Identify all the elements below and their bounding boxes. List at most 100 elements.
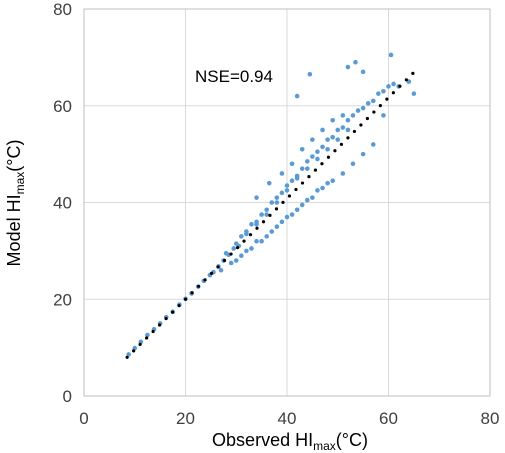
data-point (365, 101, 371, 106)
data-point (335, 127, 341, 133)
data-point (388, 52, 394, 58)
data-point (279, 219, 285, 225)
data-point (223, 250, 229, 256)
x-axis-title-main: Observed HI (212, 430, 313, 450)
fit-line-dot (222, 258, 227, 263)
data-point (310, 137, 315, 142)
fit-line-dot (339, 142, 344, 146)
fit-line-dot (216, 265, 220, 269)
data-point (376, 91, 381, 96)
data-point (231, 246, 237, 251)
gridlines (84, 9, 490, 396)
fit-line-dot (158, 323, 162, 327)
data-point (335, 137, 341, 142)
data-point (126, 352, 131, 357)
data-point (305, 197, 310, 203)
data-point (259, 212, 264, 217)
y-tick-label: 60 (53, 97, 72, 116)
data-point (254, 238, 259, 244)
fit-line-dot (190, 291, 194, 295)
data-point (340, 113, 346, 118)
data-point (330, 178, 335, 184)
data-point (325, 180, 330, 186)
y-axis-title: Model HImax(°C) (4, 140, 27, 267)
data-point (145, 332, 150, 338)
data-point (249, 246, 254, 251)
fit-line-dot (248, 233, 253, 237)
data-point (320, 185, 325, 191)
data-point (274, 200, 280, 205)
data-point (239, 234, 244, 239)
data-point (305, 159, 310, 164)
fit-line-dot (313, 168, 318, 172)
data-point (345, 64, 351, 70)
data-point (360, 105, 366, 111)
data-point (274, 224, 280, 229)
fit-line-dot (378, 104, 382, 108)
data-point (370, 98, 376, 104)
data-point (284, 183, 290, 188)
y-tick-label: 0 (63, 387, 72, 406)
fit-line-dot (132, 349, 136, 353)
data-point (315, 188, 320, 193)
fit-line-dot (151, 329, 155, 334)
fit-line-dot (398, 84, 402, 88)
data-point (381, 88, 386, 94)
fit-line-dot (235, 245, 240, 250)
data-point (299, 202, 305, 208)
y-tick-labels: 0 20 40 60 80 (53, 0, 72, 406)
fit-line-dot (320, 162, 324, 166)
data-point (228, 260, 234, 266)
observation-points (126, 52, 417, 357)
data-point (264, 212, 270, 217)
data-point (340, 171, 346, 176)
fit-line-dot (125, 355, 129, 359)
data-point (386, 84, 391, 89)
x-axis-title: Observed HImax(°C) (212, 430, 368, 453)
data-point (381, 113, 386, 118)
data-point (284, 214, 290, 220)
data-point (254, 221, 259, 227)
fit-line-dot (385, 97, 389, 101)
data-point (294, 93, 300, 99)
fit-line-dot (145, 336, 149, 340)
x-tick-label: 40 (278, 409, 297, 428)
y-tick-label: 40 (53, 194, 72, 213)
data-point (289, 178, 295, 184)
data-point (325, 146, 330, 152)
data-point (315, 149, 320, 155)
data-point (274, 195, 280, 200)
data-point (320, 127, 325, 133)
data-point (350, 113, 356, 118)
data-point (244, 248, 249, 254)
fit-line (125, 71, 415, 359)
fit-line-dot (242, 239, 246, 243)
data-point (289, 161, 295, 167)
x-axis-title-unit: (°C) (336, 430, 368, 450)
fit-line-dot (255, 226, 259, 230)
data-point (266, 180, 272, 186)
data-point (360, 151, 366, 157)
fit-line-dot (209, 271, 214, 276)
fit-line-dot (411, 71, 415, 75)
y-tick-label: 20 (53, 290, 72, 309)
fit-line-dot (326, 155, 331, 159)
data-point (218, 267, 224, 273)
data-point (310, 154, 315, 159)
y-tick-label: 80 (53, 0, 72, 19)
fit-line-dot (164, 316, 168, 321)
data-point (391, 81, 396, 87)
data-point (233, 258, 239, 263)
data-point (269, 200, 275, 205)
data-point (279, 190, 285, 196)
data-point (279, 171, 285, 176)
fit-line-dot (333, 149, 337, 153)
data-point (315, 156, 320, 162)
data-point (264, 234, 270, 239)
data-point (249, 221, 254, 227)
data-point (299, 146, 305, 152)
y-axis-title-subscript: max (13, 172, 27, 195)
data-point (233, 241, 239, 246)
fit-line-dot (203, 278, 207, 282)
